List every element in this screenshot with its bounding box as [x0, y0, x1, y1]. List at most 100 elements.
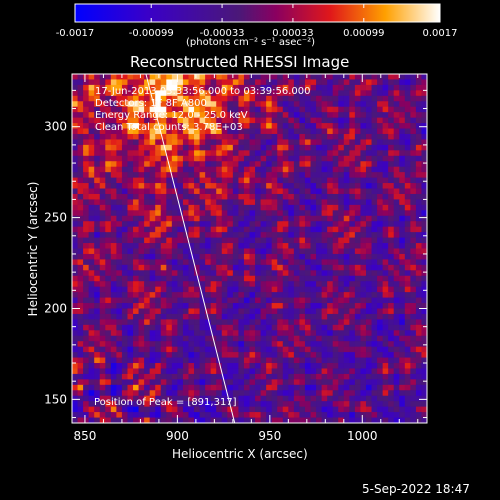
heatmap-cell	[94, 270, 101, 277]
heatmap-cell	[99, 412, 106, 419]
heatmap-cell	[321, 112, 328, 119]
heatmap-cell	[399, 341, 406, 348]
heatmap-cell	[155, 150, 162, 157]
heatmap-cell	[227, 84, 234, 91]
heatmap-cell	[221, 128, 228, 135]
heatmap-cell	[72, 139, 79, 146]
heatmap-cell	[332, 128, 339, 135]
heatmap-cell	[221, 384, 228, 391]
heatmap-cell	[388, 259, 395, 266]
heatmap-cell	[166, 144, 173, 151]
heatmap-cell	[182, 128, 190, 135]
heatmap-cell	[388, 390, 395, 397]
heatmap-cell	[127, 188, 134, 195]
heatmap-cell	[221, 188, 228, 195]
heatmap-cell	[210, 401, 217, 408]
heatmap-cell	[255, 357, 262, 364]
heatmap-cell	[360, 172, 367, 179]
heatmap-cell	[299, 292, 306, 299]
heatmap-cell	[293, 128, 301, 135]
heatmap-cell	[410, 292, 417, 299]
heatmap-cell	[354, 215, 362, 222]
heatmap-cell	[288, 395, 295, 402]
heatmap-cell	[410, 341, 417, 348]
heatmap-cell	[83, 270, 90, 277]
heatmap-cell	[166, 401, 173, 408]
heatmap-cell	[177, 417, 184, 423]
heatmap-cell	[77, 204, 84, 211]
heatmap-cell	[415, 123, 423, 130]
heatmap-cell	[160, 275, 167, 282]
heatmap-cell	[310, 210, 317, 217]
heatmap-cell	[216, 401, 223, 408]
heatmap-cell	[382, 412, 389, 419]
heatmap-cell	[404, 373, 411, 380]
heatmap-cell	[94, 106, 101, 113]
heatmap-cell	[321, 74, 328, 81]
heatmap-cell	[371, 373, 378, 380]
heatmap-cell	[221, 357, 228, 364]
heatmap-cell	[415, 237, 423, 244]
heatmap-cell	[221, 204, 228, 211]
heatmap-cell	[288, 352, 295, 359]
heatmap-cell	[293, 346, 301, 353]
heatmap-cell	[377, 275, 384, 282]
heatmap-cell	[188, 406, 195, 413]
heatmap-cell	[327, 363, 334, 370]
heatmap-cell	[388, 264, 395, 271]
heatmap-cell	[288, 144, 295, 151]
heatmap-cell	[321, 161, 328, 168]
heatmap-cell	[149, 248, 156, 255]
heatmap-cell	[277, 363, 284, 370]
heatmap-cell	[338, 412, 345, 419]
heatmap-cell	[221, 330, 228, 337]
heatmap-cell	[327, 166, 334, 173]
heatmap-cell	[293, 412, 301, 419]
heatmap-cell	[249, 237, 256, 244]
heatmap-cell	[410, 177, 417, 184]
heatmap-cell	[177, 155, 184, 162]
heatmap-cell	[316, 150, 323, 157]
heatmap-cell	[88, 133, 95, 141]
heatmap-cell	[227, 346, 234, 353]
heatmap-cell	[343, 106, 350, 113]
heatmap-cell	[293, 166, 301, 173]
heatmap-cell	[116, 324, 123, 331]
heatmap-cell	[149, 324, 156, 331]
heatmap-cell	[310, 139, 317, 146]
heatmap-cell	[133, 308, 140, 315]
heatmap-cell	[182, 155, 190, 162]
heatmap-cell	[260, 297, 267, 304]
heatmap-cell	[249, 346, 256, 353]
heatmap-cell	[210, 243, 217, 250]
heatmap-cell	[260, 248, 267, 255]
heatmap-cell	[194, 215, 201, 222]
heatmap-cell	[360, 335, 367, 342]
heatmap-cell	[72, 183, 79, 190]
heatmap-cell	[288, 297, 295, 304]
heatmap-cell	[205, 330, 212, 337]
heatmap-cell	[105, 248, 112, 255]
heatmap-cell	[360, 253, 367, 260]
heatmap-cell	[99, 84, 106, 91]
heatmap-cell	[415, 101, 423, 108]
heatmap-cell	[127, 259, 134, 266]
heatmap-cell	[243, 281, 251, 288]
heatmap-cell	[88, 412, 95, 419]
heatmap-cell	[177, 297, 184, 304]
heatmap-cell	[83, 412, 90, 419]
heatmap-cell	[277, 406, 284, 413]
heatmap-cell	[327, 95, 334, 102]
heatmap-cell	[382, 281, 389, 288]
heatmap-cell	[133, 112, 140, 119]
heatmap-cell	[349, 324, 356, 331]
heatmap-cell	[393, 417, 400, 423]
heatmap-cell	[354, 297, 362, 304]
heatmap-cell	[260, 352, 267, 359]
heatmap-cell	[304, 101, 312, 108]
heatmap-cell	[243, 237, 251, 244]
heatmap-cell	[216, 264, 223, 271]
heatmap-cell	[94, 330, 101, 337]
heatmap-cell	[266, 406, 273, 413]
